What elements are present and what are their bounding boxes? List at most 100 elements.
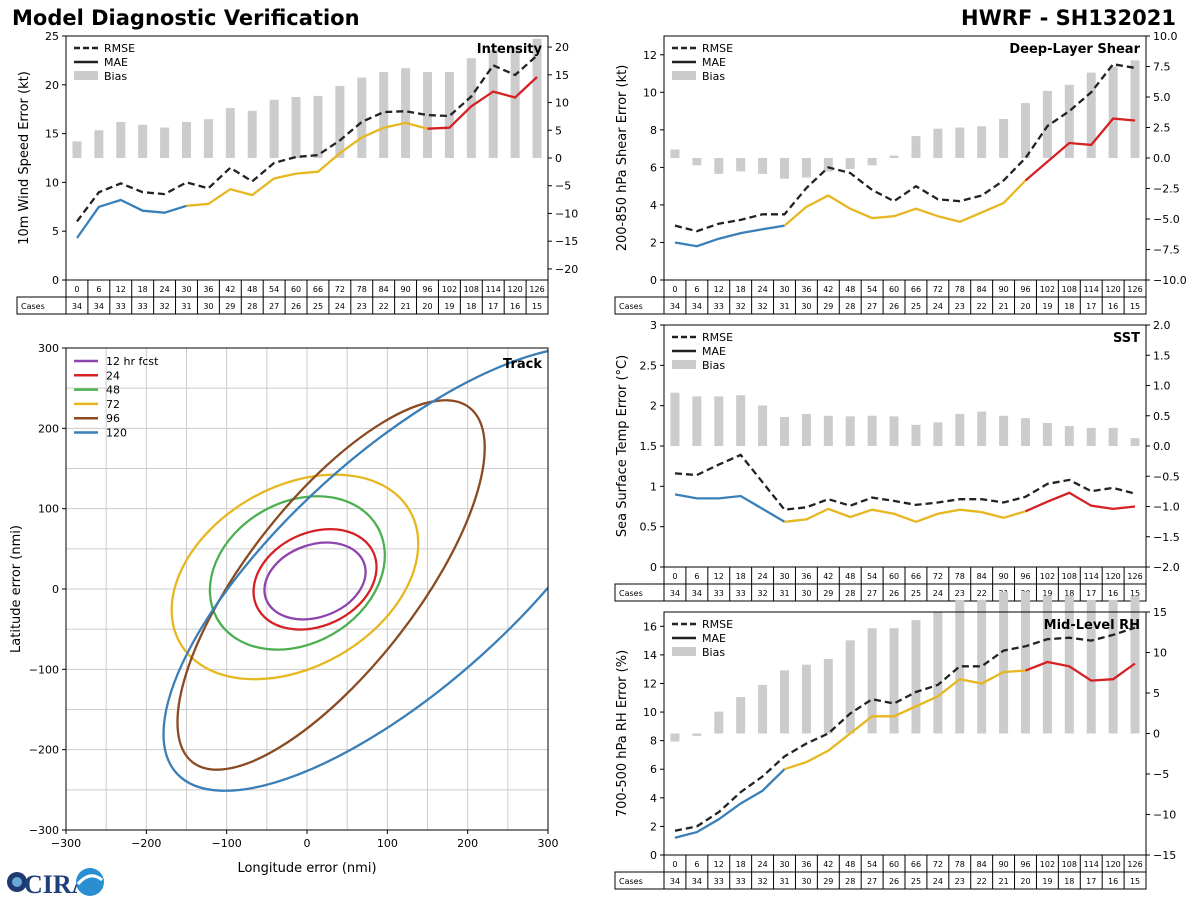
case-count: 19 [1042,302,1052,311]
lead-time-label: 12 [714,860,724,869]
bias-bar [867,628,877,734]
bias-bar [1042,595,1052,734]
case-count: 26 [889,589,899,598]
lead-time-label: 102 [1040,285,1055,294]
y2-tick-label: −2.5 [1153,183,1180,196]
bias-bar [780,416,789,446]
case-count: 21 [998,302,1008,311]
bias-bar [1021,418,1030,446]
bias-bar [203,119,213,158]
bias-bar [823,658,833,734]
y-tick-label: −100 [29,663,59,676]
mae-line-mid [784,669,1026,771]
lead-time-label: 0 [672,285,677,294]
y2-tick-label: −0.5 [1153,470,1180,483]
case-count: 34 [670,589,680,598]
bias-bar [1108,427,1118,446]
case-count: 15 [1130,589,1140,598]
logo-noaa-icon [76,868,104,896]
bias-bar [911,620,921,734]
y-tick-label: 1 [650,480,657,493]
bias-bar [670,392,680,446]
legend-label: 120 [106,427,127,440]
bias-bar [955,127,965,158]
y2-tick-label: 0.5 [1153,410,1171,423]
bias-bar [933,612,943,734]
lead-time-label: 54 [867,285,877,294]
x-tick-label: 200 [457,837,478,850]
lead-time-label: 96 [422,285,432,294]
lead-time-label: 72 [335,285,345,294]
y2-tick-label: −15 [1153,849,1176,862]
bias-bar [823,415,833,446]
case-count: 17 [1086,877,1096,886]
case-count: 30 [801,302,811,311]
track-ellipse [176,399,486,771]
bias-bar [911,136,921,158]
y2-tick-label: −10 [1153,809,1176,822]
y-axis-label: Sea Surface Temp Error (°C) [615,355,630,537]
panel-shear: 024681012−10.0−7.5−5.0−2.50.02.55.07.510… [614,30,1187,315]
legend-label: 48 [106,384,120,397]
case-count: 17 [1086,302,1096,311]
y-tick-label: 200 [38,422,59,435]
lead-time-label: 60 [889,572,899,581]
bias-bar [138,124,148,158]
lead-time-label: 54 [867,572,877,581]
bias-bar [1042,423,1052,446]
case-count: 15 [1130,877,1140,886]
cases-label: Cases [619,877,643,886]
y-tick-label: 20 [45,79,59,92]
y-tick-label: 0 [650,561,657,574]
bias-bar [692,396,702,446]
legend-label: 24 [106,369,120,382]
lead-time-label: 84 [977,572,987,581]
y-tick-label: 2 [650,820,657,833]
lead-time-label: 24 [757,285,767,294]
case-count: 29 [823,877,833,886]
lead-time-label: 48 [247,285,257,294]
panel-sst: 0 0.5 1 1.5 2 2.5 3 −2.0 −1.5 −1.0 −0.5 0.0 0.5 1.0 1.… [614,319,1180,602]
bias-bar [1064,84,1074,158]
case-count: 22 [977,589,987,598]
case-count: 33 [714,877,724,886]
x-tick-label: −100 [212,837,242,850]
lead-time-label: 6 [694,860,699,869]
bias-bar [269,99,279,158]
y2-tick-label: 10 [555,97,569,110]
lead-time-label: 66 [911,285,921,294]
lead-time-label: 6 [694,285,699,294]
cases-label: Cases [619,302,643,311]
x-tick-label: −300 [51,837,81,850]
y-tick-label: 10 [643,86,657,99]
lead-time-label: 78 [955,572,965,581]
lead-time-label: 72 [933,285,943,294]
lead-time-label: 12 [714,572,724,581]
bias-bar [1108,66,1118,158]
bias-bar [999,415,1009,446]
lead-time-label: 114 [486,285,501,294]
lead-time-label: 36 [801,572,811,581]
bias-bar [670,733,680,742]
y2-tick-label: 0.0 [1153,152,1171,165]
y2-tick-label: 15 [555,69,569,82]
storm-id: HWRF - SH132021 [961,6,1176,30]
bias-bar [714,396,724,446]
bias-bar [116,121,126,158]
y2-tick-label: −10 [555,207,578,220]
lead-time-label: 0 [74,285,79,294]
x-tick-label: 300 [538,837,559,850]
lead-time-label: 66 [313,285,323,294]
y-tick-label: 15 [45,128,59,141]
lead-time-label: 108 [1062,572,1077,581]
case-count: 21 [400,302,410,311]
track-ellipse [252,528,378,631]
y-tick-label: 0 [650,274,657,287]
x-tick-label: 100 [377,837,398,850]
bias-bar [801,158,811,178]
lead-time-label: 84 [379,285,389,294]
case-count: 28 [845,877,855,886]
case-count: 20 [1020,302,1030,311]
bias-bar [758,405,768,446]
